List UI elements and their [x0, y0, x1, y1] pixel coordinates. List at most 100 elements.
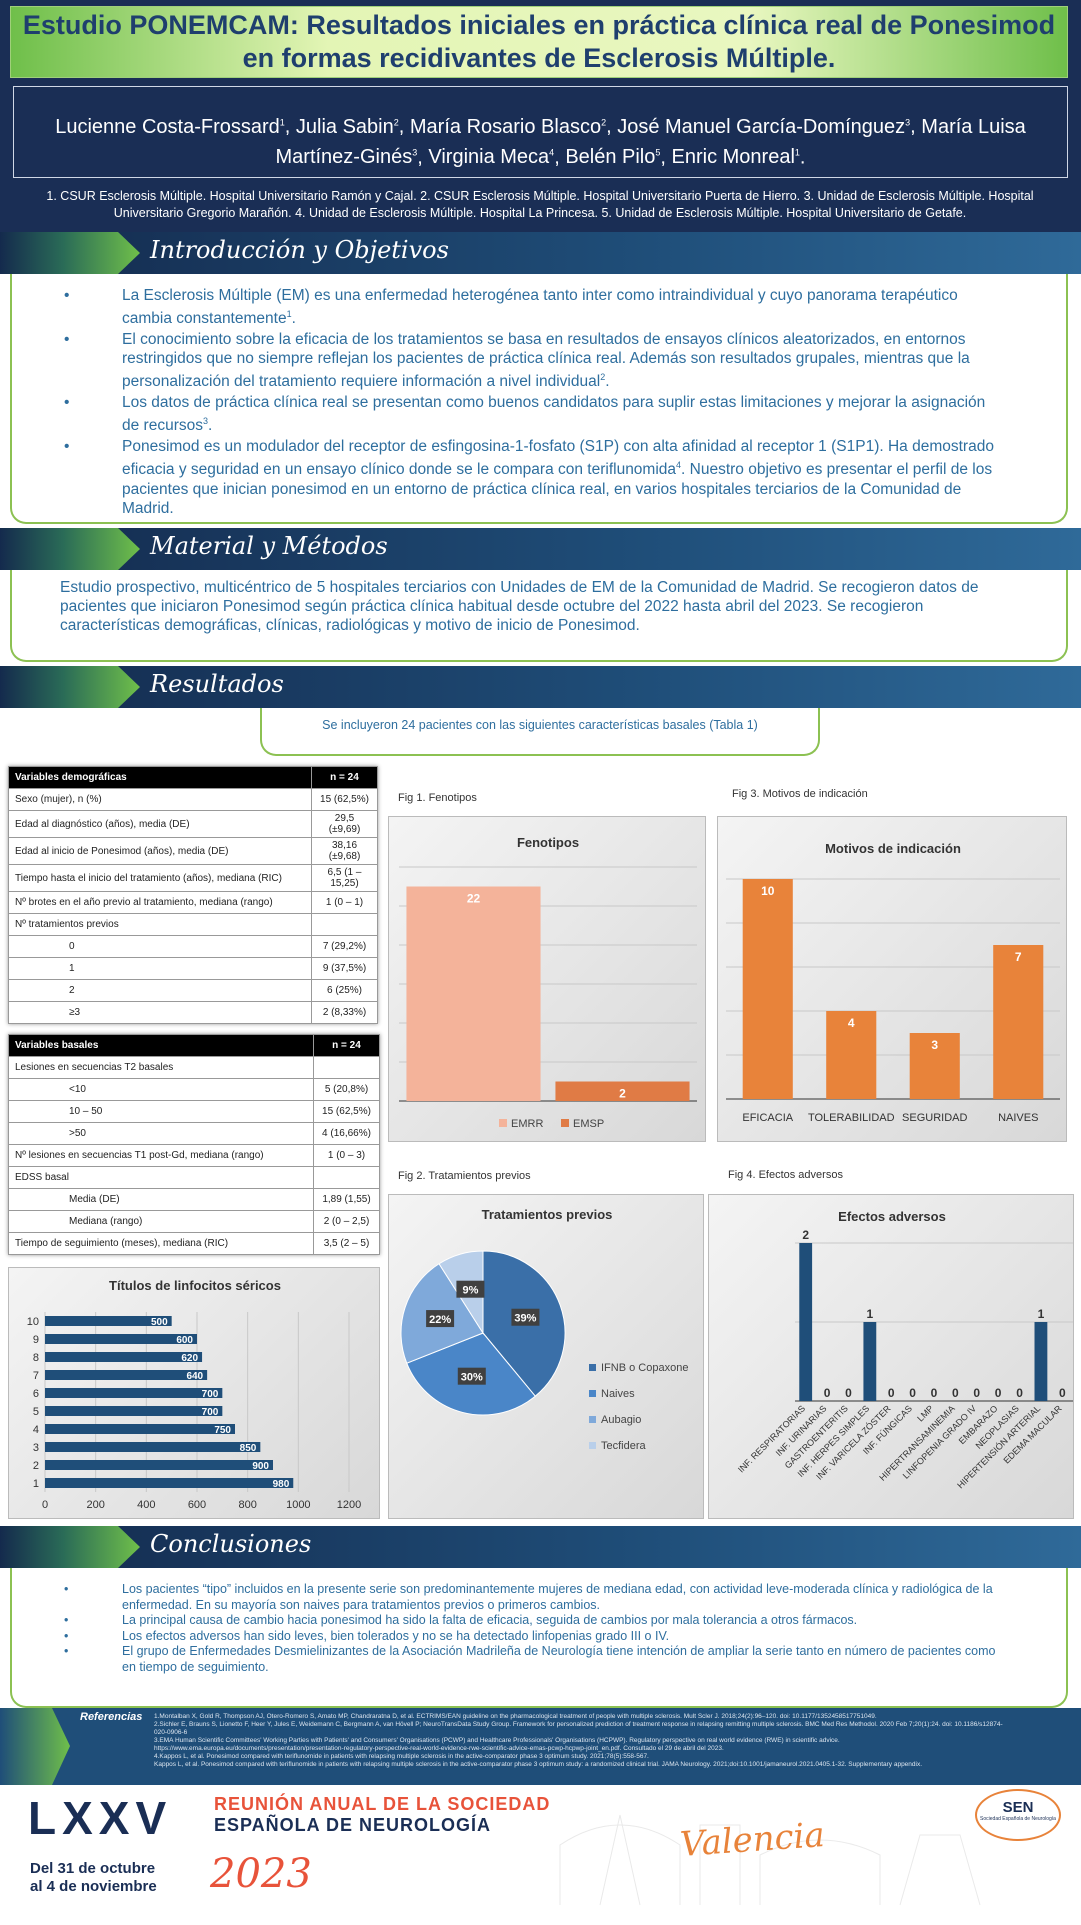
reference-item: 1.Montalban X, Gold R, Thompson AJ, Oter… [154, 1713, 877, 1720]
table-label-cell: Lesiones en secuencias T2 basales [8, 1056, 314, 1079]
table-row: Nº lesiones en secuencias T1 post-Gd, me… [8, 1144, 380, 1167]
intro-title: Introducción y Objetivos [150, 236, 449, 264]
table-label-cell: Nº tratamientos previos [8, 913, 312, 936]
legend-swatch [499, 1119, 507, 1127]
conclusions-section-bar: Conclusiones [0, 1526, 1081, 1568]
table-value-cell: 15 (62,5%) [311, 788, 378, 811]
table-label-cell: 2 [8, 979, 312, 1002]
table-row: Nº tratamientos previos [8, 913, 378, 936]
tick-label: 1 [33, 1478, 39, 1490]
data-label: 30% [461, 1372, 483, 1384]
methods-section-bar: Material y Métodos [0, 528, 1081, 570]
data-label: 700 [202, 1389, 219, 1400]
bar [45, 1406, 223, 1416]
table-value-cell: 1 (0 – 3) [313, 1144, 380, 1167]
table-row: ≥3 2 (8,33%) [8, 1001, 378, 1024]
intro-bullet: La Esclerosis Múltiple (EM) es una enfer… [12, 286, 1066, 328]
table-label-cell: >50 [8, 1122, 314, 1145]
bar [799, 1243, 813, 1401]
conclusions-title: Conclusiones [150, 1530, 312, 1558]
data-label: 0 [1016, 1386, 1023, 1400]
author-affil-number: 2 [393, 117, 399, 127]
data-label: 980 [273, 1479, 290, 1490]
data-label: 900 [252, 1461, 269, 1472]
bar [45, 1478, 294, 1488]
legend-label: IFNB o Copaxone [601, 1362, 688, 1374]
tick-label: 0 [42, 1499, 48, 1511]
author-affil-number: 3 [412, 147, 418, 158]
conclusion-bullet: La principal causa de cambio hacia pones… [12, 1613, 1066, 1629]
methods-text: Estudio prospectivo, multicéntrico de 5 … [60, 579, 979, 634]
bar [45, 1334, 197, 1344]
reference-item: 2.Sichler E, Brauns S, Lionetto F, Heer … [154, 1721, 1003, 1736]
legend-label: Aubagio [601, 1414, 641, 1426]
table-value-cell: 1 (0 – 1) [311, 891, 378, 914]
data-label: 0 [1059, 1386, 1066, 1400]
legend-swatch [561, 1119, 569, 1127]
legend-swatch [589, 1364, 596, 1371]
fig4-caption: Fig 4. Efectos adversos [728, 1169, 843, 1181]
bar [45, 1316, 172, 1326]
fig3-chart: Motivos de indicación 10 EFICACIA 4 TOLERABI… [717, 816, 1067, 1142]
table-label-cell: Mediana (rango) [8, 1210, 314, 1233]
tick-label: 5 [33, 1406, 39, 1418]
data-label: 0 [888, 1386, 895, 1400]
data-label: 7 [1015, 950, 1022, 964]
data-label: 620 [181, 1353, 198, 1364]
conclusions-bullets: Los pacientes “tipo” incluidos en la pre… [12, 1582, 1066, 1675]
data-label: 600 [176, 1335, 193, 1346]
table-value-cell: 7 (29,2%) [311, 935, 378, 958]
tick-label: 10 [27, 1316, 39, 1328]
table-value-cell: 6,5 (1 – 15,25) [311, 864, 378, 892]
arrow-icon [0, 1526, 140, 1568]
poster-title: Estudio PONEMCAM: Resultados iniciales e… [22, 10, 1056, 73]
fig2-chart: Tratamientos previos 39% 30% 22% 9% IFNB o Co… [388, 1194, 704, 1519]
tick-label: 4 [33, 1424, 39, 1436]
arrow-icon [0, 1708, 70, 1785]
table-label-cell: Tiempo de seguimiento (meses), mediana (… [8, 1232, 314, 1255]
references-list: 1.Montalban X, Gold R, Thompson AJ, Oter… [154, 1713, 1014, 1769]
author: María Luisa Martínez-Ginés3 [275, 115, 1026, 169]
table-value-cell [313, 1056, 380, 1079]
dates-line2: al 4 de noviembre [30, 1878, 157, 1895]
tick-label: NAIVES [998, 1112, 1038, 1124]
conclusion-bullet: Los efectos adversos han sido leves, bie… [12, 1629, 1066, 1645]
arrow-icon [0, 232, 140, 274]
data-label-bg [426, 1310, 455, 1328]
footer-graphic [559, 1814, 981, 1906]
chart-title: Fenotipos [517, 835, 579, 850]
tick-label: 3 [33, 1442, 39, 1454]
data-label: 1 [1038, 1307, 1045, 1321]
bar [909, 1033, 960, 1099]
author-affil-number: 3 [905, 117, 911, 127]
table-label-cell: 1 [8, 957, 312, 980]
table-label-cell: 10 – 50 [8, 1100, 314, 1123]
tick-label: TOLERABILIDAD [808, 1112, 895, 1124]
table-row: <10 5 (20,8%) [8, 1078, 380, 1101]
tick-label: 400 [137, 1499, 155, 1511]
table-row: EDSS basal [8, 1166, 380, 1189]
table-label-cell: Tiempo hasta el inicio del tratamiento (… [8, 864, 312, 892]
congress-line1: REUNIÓN ANUAL DE LA SOCIEDAD [214, 1794, 551, 1814]
author-affil-number: 5 [655, 147, 661, 158]
author: Julia Sabin2 [295, 115, 399, 138]
conclusion-bullet: Los pacientes “tipo” incluidos en la pre… [12, 1582, 1066, 1613]
results-section-bar: Resultados [0, 666, 1081, 708]
reference-item: 4.Kappos L, et al. Ponesimod compared wi… [154, 1753, 649, 1760]
congress-number: LXXV [28, 1792, 173, 1844]
author-affil-number: 4 [549, 147, 555, 158]
results-title: Resultados [150, 670, 284, 698]
table-label-cell: Media (DE) [8, 1188, 314, 1211]
author: Enric Monreal1 [671, 146, 800, 169]
table-row: Tiempo hasta el inicio del tratamiento (… [8, 864, 378, 892]
tick-label: 2 [33, 1460, 39, 1472]
table-value-cell: 9 (37,5%) [311, 957, 378, 980]
table-header-row: Variables demográficas n = 24 [8, 766, 378, 789]
table-row: Edad al diagnóstico (años), media (DE) 29… [8, 810, 378, 838]
bar [45, 1388, 223, 1398]
table-label-cell: <10 [8, 1078, 314, 1101]
reference-item: Kappos L, et al. Ponesimod compared with… [154, 1761, 923, 1768]
data-label-bg [511, 1308, 540, 1326]
bar [863, 1322, 877, 1401]
